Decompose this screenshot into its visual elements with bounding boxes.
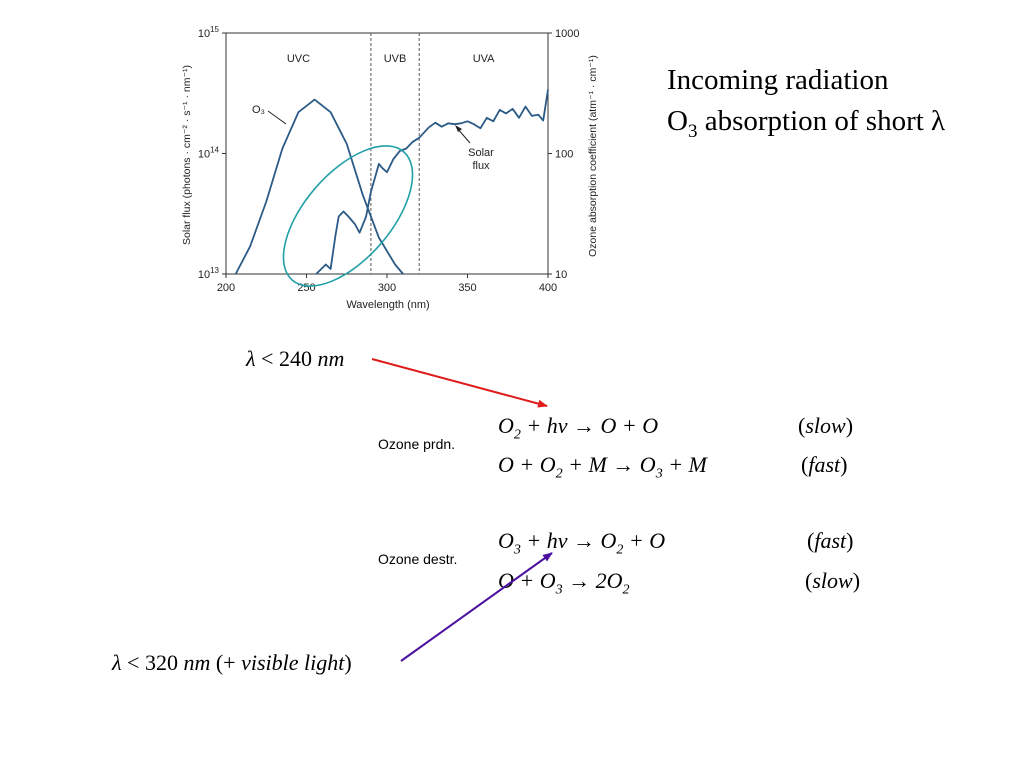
r4-mid: → 2O bbox=[562, 568, 623, 593]
r1-lhs-sub: 2 bbox=[513, 427, 521, 443]
r2-tail: + M bbox=[662, 452, 707, 477]
heading-line-1: Incoming radiation bbox=[667, 64, 889, 96]
r1-rate: slow bbox=[805, 413, 846, 438]
x-tick-label: 400 bbox=[539, 282, 557, 294]
solar-flux-annotation: Solar bbox=[468, 147, 494, 159]
lambda-symbol: λ bbox=[246, 346, 256, 371]
reaction-destruction-2: O + O3 → 2O2 bbox=[498, 568, 630, 598]
y-right-tick-label: 10 bbox=[555, 269, 567, 281]
x-tick-label: 300 bbox=[378, 282, 396, 294]
y-left-tick-label: 1013 bbox=[198, 266, 220, 281]
ozone-production-label: Ozone prdn. bbox=[378, 436, 456, 452]
r2-rhs-sub: 3 bbox=[655, 466, 663, 482]
wavelength-long-value: < 320 bbox=[121, 650, 184, 675]
highlight-ellipse bbox=[282, 145, 414, 287]
r3-tail: + O bbox=[623, 528, 666, 553]
r3-rhs-sub: 2 bbox=[616, 542, 624, 558]
heading-o: O bbox=[667, 105, 688, 137]
wavelength-long-unit: nm bbox=[183, 650, 211, 675]
solar-flux-pointer-head bbox=[455, 125, 462, 132]
wavelength-short: λ < 240 nm bbox=[246, 346, 344, 372]
ozone-destruction-label: Ozone destr. bbox=[378, 551, 458, 567]
heading-line-2: O3 absorption of short λ bbox=[667, 101, 945, 152]
heading-subscript: 3 bbox=[687, 120, 698, 142]
r2-rate: fast bbox=[808, 452, 841, 477]
region-label-uvb: UVB bbox=[384, 53, 407, 65]
x-tick-label: 250 bbox=[297, 282, 315, 294]
rate-destruction-1: (fast) bbox=[807, 528, 854, 553]
o3-annotation: O₃ bbox=[252, 104, 265, 116]
solar-flux-annotation-line2: flux bbox=[472, 160, 490, 172]
solar-flux-chart: UVC UVB UVA 200 250 300 350 400 1013 1014 1015 10 1… bbox=[181, 25, 599, 311]
y-right-tick-label: 1000 bbox=[555, 28, 579, 40]
r3-rate: fast bbox=[814, 528, 847, 553]
plot-frame bbox=[225, 32, 549, 275]
r1-lhs: O bbox=[498, 413, 514, 438]
paren-close: ) bbox=[344, 650, 352, 675]
o3-pointer bbox=[267, 110, 287, 125]
rate-production-1: (slow) bbox=[798, 413, 854, 438]
region-label-uvc: UVC bbox=[287, 53, 310, 65]
r3-lhs-sub: 3 bbox=[513, 542, 521, 558]
region-label-uva: UVA bbox=[473, 53, 495, 65]
y-axis-label-left: Solar flux (photons · cm⁻² · s⁻¹ · nm⁻¹) bbox=[181, 65, 193, 245]
heading-suffix: absorption of short λ bbox=[697, 105, 946, 137]
r2-lhs: O + O bbox=[498, 452, 556, 477]
wavelength-long: λ < 320 nm (+ visible light) bbox=[112, 650, 352, 676]
r4-rhs-sub: 2 bbox=[622, 582, 630, 598]
rate-destruction-2: (slow) bbox=[805, 568, 861, 593]
reaction-production-1: O2 + hν → O + O bbox=[498, 413, 658, 443]
reaction-destruction-1: O3 + hν → O2 + O bbox=[498, 528, 665, 558]
r2-mid: + M → O bbox=[562, 452, 656, 477]
r3-mid: + hν → O bbox=[520, 528, 617, 553]
lambda-symbol-long: λ bbox=[112, 650, 122, 675]
wavelength-short-unit: nm bbox=[317, 346, 345, 371]
r4-rate: slow bbox=[812, 568, 853, 593]
y-left-tick-label: 1015 bbox=[198, 25, 220, 40]
x-tick-label: 200 bbox=[217, 282, 235, 294]
r3-lhs: O bbox=[498, 528, 514, 553]
r2-lhs-sub: 2 bbox=[555, 466, 563, 482]
y-axis-label-right: Ozone absorption coefficient (atm⁻¹ · cm… bbox=[587, 55, 599, 257]
wavelength-short-value: < 240 bbox=[255, 346, 318, 371]
paren-open: (+ bbox=[210, 650, 242, 675]
y-right-tick-label: 100 bbox=[555, 149, 573, 161]
x-tick-label: 350 bbox=[458, 282, 476, 294]
r1-rest: + hν → O + O bbox=[520, 413, 659, 438]
r4-lhs-sub: 3 bbox=[555, 582, 563, 598]
rate-production-2: (fast) bbox=[801, 452, 848, 477]
arrow-short-wavelength bbox=[371, 358, 548, 408]
reaction-production-2: O + O2 + M → O3 + M bbox=[498, 452, 707, 482]
y-left-tick-label: 1014 bbox=[198, 146, 220, 161]
x-axis-label: Wavelength (nm) bbox=[346, 299, 429, 311]
r4-lhs: O + O bbox=[498, 568, 556, 593]
visible-light-text: visible light bbox=[241, 650, 345, 675]
solar-flux-curve bbox=[315, 89, 549, 275]
slide-heading: Incoming radiation O3 absorption of shor… bbox=[667, 60, 945, 152]
